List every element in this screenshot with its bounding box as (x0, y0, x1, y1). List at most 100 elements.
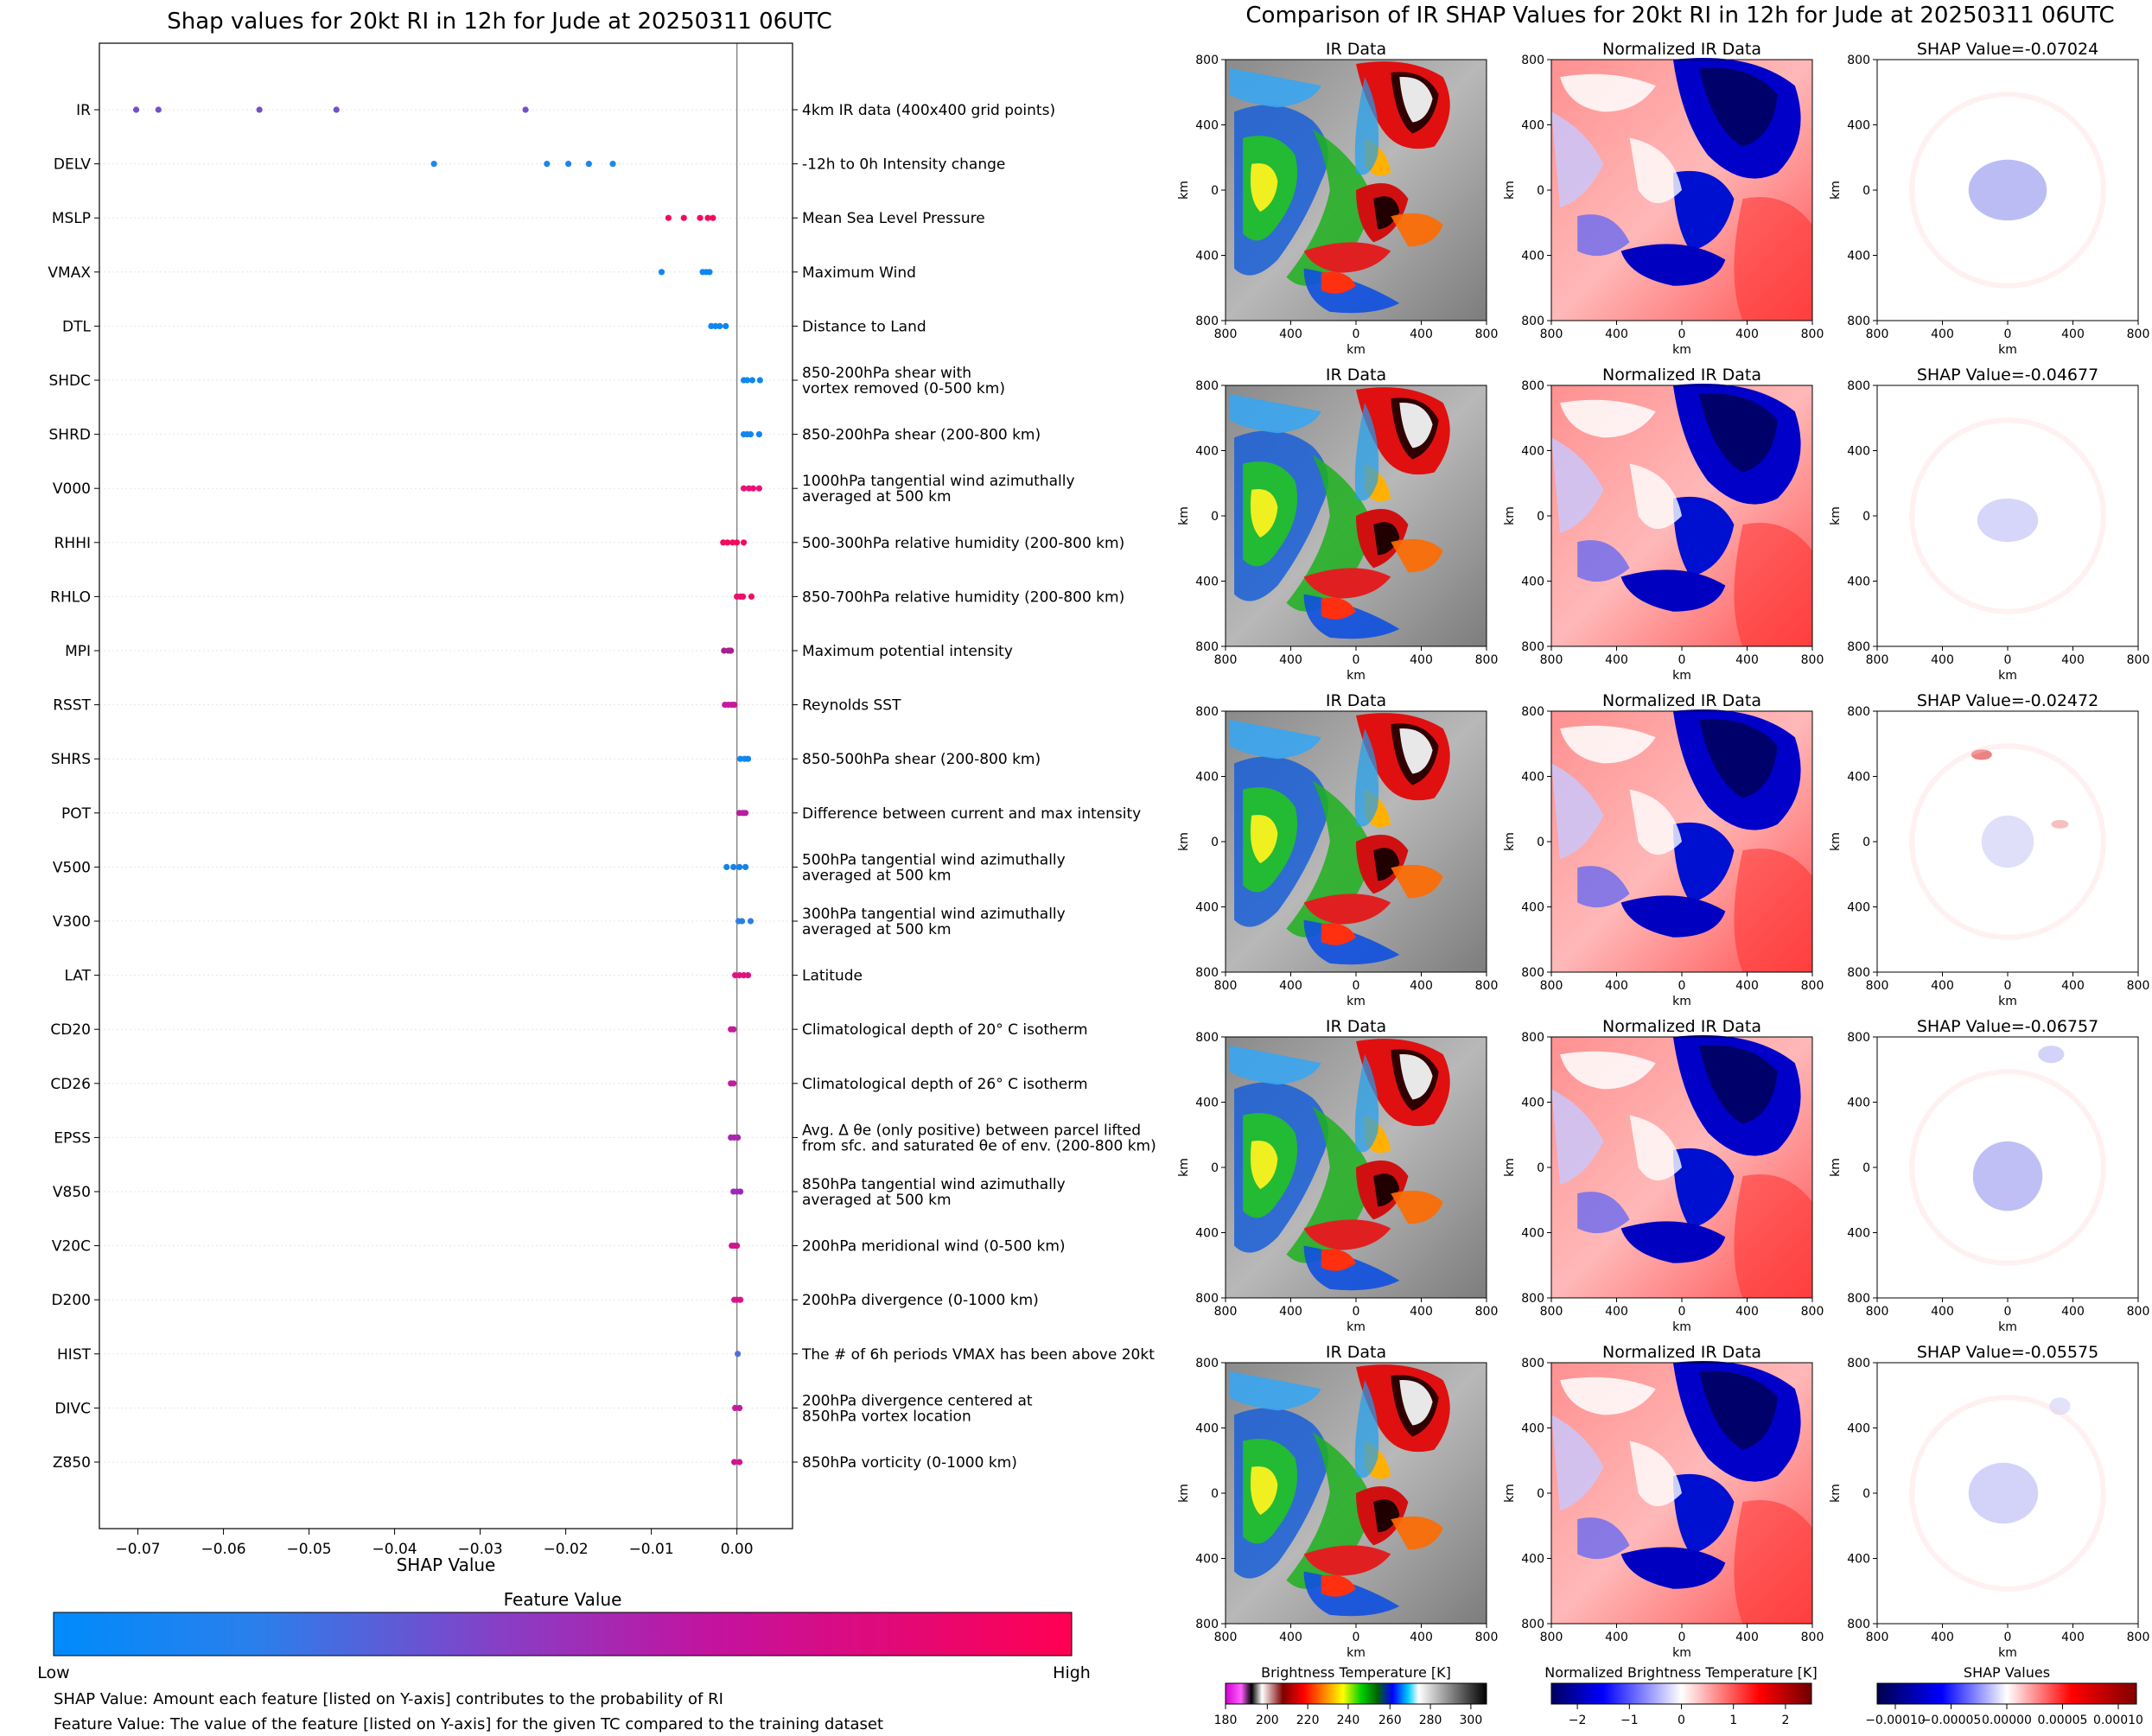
panel-x-tick-label: 800 (1475, 653, 1499, 667)
right-figure-title: Comparison of IR SHAP Values for 20kt RI… (1245, 3, 2114, 29)
panel-x-tick-label: 800 (1540, 653, 1563, 667)
panel-y-tick-label: 0 (1537, 1487, 1544, 1501)
feature-description-v850: averaged at 500 km (802, 1192, 952, 1209)
feature-description-divc: 200hPa divergence centered at (802, 1392, 1033, 1409)
panel-y-tick-label: 400 (1195, 445, 1219, 459)
feature-name-pot: POT (61, 805, 92, 823)
panel-y-tick-label: 400 (1195, 901, 1219, 915)
x-tick-label: −0.06 (201, 1541, 246, 1558)
panel-x-tick-label: 800 (1540, 979, 1563, 993)
feature-description-lat: Latitude (802, 968, 863, 985)
panel-x-tick-label: 0 (1678, 1631, 1686, 1644)
panel-y-tick-label: 400 (1521, 119, 1544, 133)
panel-y-tick-label: 800 (1521, 705, 1544, 719)
panel-y-tick-label: 400 (1521, 1553, 1544, 1567)
shap-point-rhhi (720, 539, 727, 546)
shap-point-lat (740, 972, 748, 979)
feature-name-v850: V850 (53, 1184, 91, 1201)
shap-point-shrs (737, 755, 744, 762)
colorbar-tick-label: −0.00010 (1865, 1714, 1926, 1727)
panel-y-tick-label: 800 (1521, 1357, 1544, 1370)
panel-y-tick-label: 800 (1521, 379, 1544, 393)
panel-y-tick-label: 400 (1195, 575, 1219, 589)
panel-y-tick-label: 400 (1521, 771, 1544, 785)
panel-x-tick-label: 400 (1410, 653, 1433, 667)
ir-data-title: IR Data (1326, 366, 1386, 385)
panel-x-axis-label: km (1672, 343, 1691, 357)
shap-point-ir (522, 106, 529, 113)
panel-x-tick-label: 400 (1735, 327, 1759, 341)
panel-y-tick-label: 0 (1862, 836, 1870, 849)
shap-point-delv (564, 161, 572, 168)
panel-x-tick-label: 0 (1678, 1305, 1686, 1319)
feature-name-rsst: RSST (53, 697, 91, 715)
feature-description-hist: The # of 6h periods VMAX has been above … (801, 1346, 1155, 1364)
panel-y-axis-label: km (1829, 506, 1843, 525)
feature-description-v300: averaged at 500 km (802, 921, 952, 938)
feature-description-epss: Avg. Δ θe (only positive) between parcel… (802, 1122, 1141, 1139)
panel-x-tick-label: 400 (1279, 1305, 1302, 1319)
colorbar-tick-label: 200 (1256, 1714, 1279, 1727)
ir-data-title: IR Data (1326, 691, 1386, 710)
shap-point-rhhi (740, 539, 748, 546)
x-tick-label: −0.07 (116, 1541, 161, 1558)
ir-data-title: IR Data (1326, 40, 1386, 59)
panel-y-tick-label: 0 (1862, 184, 1870, 198)
panel-y-tick-label: 800 (1521, 1618, 1544, 1631)
feature-name-v000: V000 (53, 480, 91, 498)
panel-x-tick-label: 800 (1475, 1305, 1499, 1319)
panel-x-tick-label: 400 (1735, 979, 1759, 993)
colorbar-tick-label: 180 (1214, 1714, 1238, 1727)
panel-y-tick-label: 0 (1537, 836, 1544, 849)
panel-x-tick-label: 0 (1678, 327, 1686, 341)
shap-point-divc (736, 1404, 743, 1411)
feature-description-rhlo: 850-700hPa relative humidity (200-800 km… (802, 588, 1124, 606)
panel-x-tick-label: 400 (2061, 1631, 2085, 1644)
feature-description-ir: 4km IR data (400x400 grid points) (802, 102, 1055, 119)
normalized-ir-data-title: Normalized IR Data (1602, 366, 1761, 385)
panel-y-tick-label: 400 (1195, 250, 1219, 264)
feature-description-divc: 850hPa vortex location (802, 1408, 971, 1425)
panel-x-tick-label: 800 (2127, 653, 2150, 667)
panel-x-axis-label: km (1347, 995, 1366, 1008)
panel-x-tick-label: 800 (1801, 979, 1824, 993)
panel-x-tick-label: 800 (1801, 1631, 1824, 1644)
panel-y-tick-label: 800 (1847, 1357, 1870, 1370)
panel-y-tick-label: 800 (1195, 1618, 1219, 1631)
norm-colorbar-title: Normalized Brightness Temperature [K] (1544, 1664, 1818, 1681)
panel-y-tick-label: 800 (1521, 966, 1544, 980)
panel-x-tick-label: 0 (1353, 327, 1360, 341)
shap-point-mslp (704, 214, 711, 221)
shap-point-v300 (738, 918, 746, 925)
shap-value-title: SHAP Value=-0.04677 (1917, 366, 2098, 385)
panel-x-axis-label: km (1672, 1646, 1691, 1660)
shap-point-shrs (744, 755, 752, 762)
panel-x-axis-label: km (1347, 669, 1366, 683)
panel-y-tick-label: 800 (1847, 705, 1870, 719)
feature-name-mslp: MSLP (52, 210, 91, 227)
shap-point-v500 (730, 863, 737, 871)
panel-x-axis-label: km (1998, 343, 2017, 357)
panel-y-tick-label: 400 (1847, 901, 1870, 915)
shap-point-divc (732, 1404, 739, 1411)
colorbar-tick-label: 220 (1296, 1714, 1320, 1727)
shap-image (1877, 1363, 2138, 1624)
panel-x-tick-label: 800 (2127, 1631, 2150, 1644)
feature-name-d200: D200 (51, 1292, 91, 1309)
normalized-ir-data-title: Normalized IR Data (1602, 1017, 1761, 1036)
shap-point-v500 (742, 863, 749, 871)
shap-point-dtl (716, 322, 723, 329)
feature-description-dtl: Distance to Land (802, 318, 926, 335)
panel-x-tick-label: 400 (2061, 653, 2085, 667)
feature-description-rsst: Reynolds SST (802, 697, 901, 715)
panel-x-tick-label: 800 (1801, 1305, 1824, 1319)
panel-y-axis-label: km (1177, 181, 1191, 200)
normalized-ir-image (1551, 1034, 1812, 1298)
feature-description-shdc: vortex removed (0-500 km) (802, 380, 1005, 397)
panel-y-tick-label: 400 (1521, 1097, 1544, 1110)
panel-y-tick-label: 400 (1521, 575, 1544, 589)
panel-x-axis-label: km (1347, 1646, 1366, 1660)
panel-x-axis-label: km (1347, 343, 1366, 357)
ir-image (1226, 711, 1487, 972)
feature-description-shdc: 850-200hPa shear with (802, 365, 971, 382)
